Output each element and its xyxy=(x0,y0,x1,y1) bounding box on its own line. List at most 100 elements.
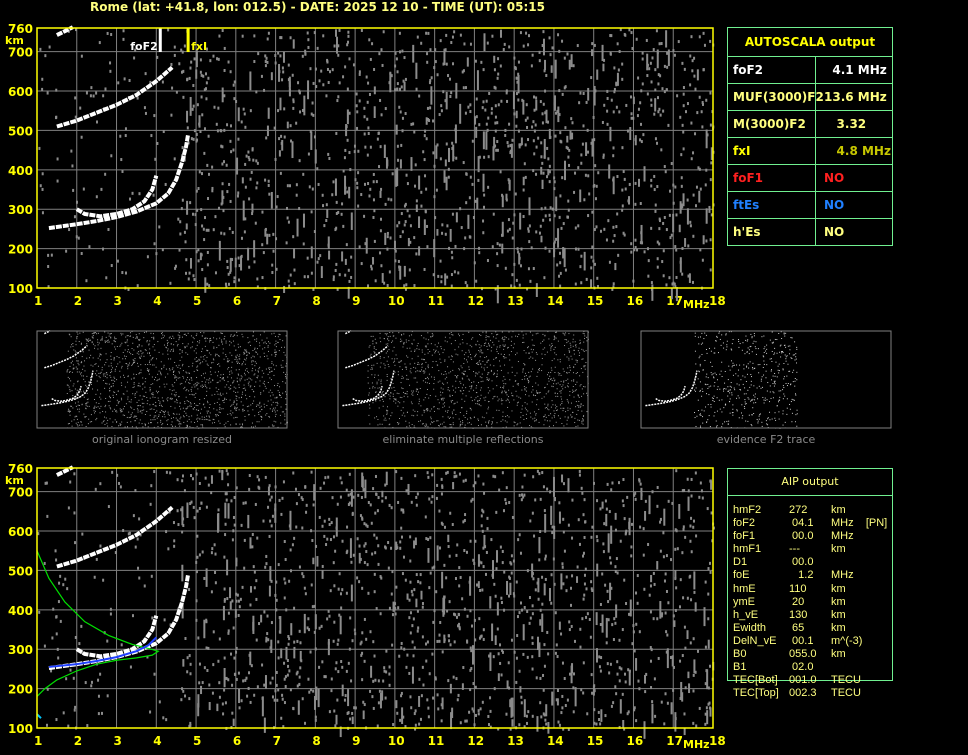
noise-dot xyxy=(252,331,254,333)
noise-dot xyxy=(679,260,682,264)
noise-dot xyxy=(220,374,222,376)
noise-dot xyxy=(559,373,561,375)
noise-dot xyxy=(392,723,395,727)
noise-dot xyxy=(241,376,243,378)
noise-dot xyxy=(307,677,310,681)
noise-dot xyxy=(97,406,99,408)
noise-dot xyxy=(211,186,214,190)
noise-dot xyxy=(363,182,366,186)
noise-dot xyxy=(234,672,237,676)
noise-dot xyxy=(222,352,224,354)
noise-dot xyxy=(188,271,191,275)
noise-dot xyxy=(252,402,254,404)
noise-dot xyxy=(175,417,177,419)
noise-dot xyxy=(426,407,428,409)
noise-dot xyxy=(515,580,518,584)
noise-dot xyxy=(318,515,321,519)
noise-dot xyxy=(490,111,493,115)
noise-dot xyxy=(376,509,379,513)
noise-dot xyxy=(704,682,707,686)
noise-dot xyxy=(161,426,163,428)
noise-dot xyxy=(230,334,232,336)
noise-dot xyxy=(285,377,287,379)
noise-dot xyxy=(426,640,429,644)
noise-dot xyxy=(313,696,316,710)
noise-dot xyxy=(127,375,129,377)
noise-dot xyxy=(401,572,404,576)
noise-dot xyxy=(76,331,78,333)
noise-dot xyxy=(149,502,152,506)
noise-dot xyxy=(284,373,286,375)
noise-dot xyxy=(249,700,252,704)
noise-dot xyxy=(244,374,246,376)
noise-dot xyxy=(195,560,198,564)
noise-dot xyxy=(607,618,610,622)
noise-dot xyxy=(515,354,517,356)
noise-dot xyxy=(557,720,560,724)
noise-dot xyxy=(182,343,184,345)
noise-dot xyxy=(206,395,208,397)
noise-dot xyxy=(635,719,638,723)
noise-dot xyxy=(374,355,376,357)
noise-dot xyxy=(666,633,669,637)
noise-dot xyxy=(197,259,200,263)
noise-dot xyxy=(197,187,200,191)
noise-dot xyxy=(553,383,555,385)
noise-dot xyxy=(650,574,653,583)
noise-dot xyxy=(616,72,619,86)
noise-dot xyxy=(684,535,687,539)
noise-dot xyxy=(131,191,134,195)
noise-dot xyxy=(388,503,391,507)
noise-dot xyxy=(494,86,497,90)
noise-dot xyxy=(219,412,221,414)
noise-dot xyxy=(204,338,206,340)
noise-dot xyxy=(245,359,247,361)
noise-dot xyxy=(204,345,206,347)
noise-dot xyxy=(159,411,161,413)
noise-dot xyxy=(85,91,88,95)
noise-dot xyxy=(373,590,376,594)
noise-dot xyxy=(232,381,234,383)
noise-dot xyxy=(526,655,529,659)
noise-dot xyxy=(608,671,611,675)
noise-dot xyxy=(176,419,178,421)
noise-dot xyxy=(681,272,684,276)
noise-dot xyxy=(483,33,486,52)
noise-dot xyxy=(646,92,649,96)
noise-dot xyxy=(313,230,316,234)
noise-dot xyxy=(261,696,264,700)
noise-dot xyxy=(605,513,608,527)
noise-dot xyxy=(538,558,541,562)
noise-dot xyxy=(186,200,189,215)
noise-dot xyxy=(644,690,647,694)
noise-dot xyxy=(267,381,269,383)
noise-dot xyxy=(374,474,377,478)
noise-dot xyxy=(296,684,299,688)
noise-dot xyxy=(566,698,569,702)
noise-dot xyxy=(264,675,267,689)
noise-dot xyxy=(471,400,473,402)
noise-dot xyxy=(67,384,69,386)
noise-dot xyxy=(240,120,243,124)
noise-dot xyxy=(353,628,356,632)
noise-dot xyxy=(247,410,249,412)
noise-dot xyxy=(264,383,266,385)
noise-dot xyxy=(184,347,186,349)
noise-dot xyxy=(109,375,111,377)
noise-dot xyxy=(182,370,184,372)
noise-dot xyxy=(273,385,275,387)
noise-dot xyxy=(425,338,427,340)
noise-dot xyxy=(404,287,407,291)
noise-dot xyxy=(458,566,461,570)
noise-dot xyxy=(538,472,541,476)
noise-dot xyxy=(606,589,609,593)
noise-dot xyxy=(207,400,209,402)
noise-dot xyxy=(229,257,232,272)
noise-dot xyxy=(568,348,570,350)
noise-dot xyxy=(244,162,247,166)
noise-dot xyxy=(240,523,243,527)
noise-dot xyxy=(279,338,281,340)
noise-dot xyxy=(210,475,213,479)
noise-dot xyxy=(428,497,431,501)
noise-dot xyxy=(278,391,280,393)
